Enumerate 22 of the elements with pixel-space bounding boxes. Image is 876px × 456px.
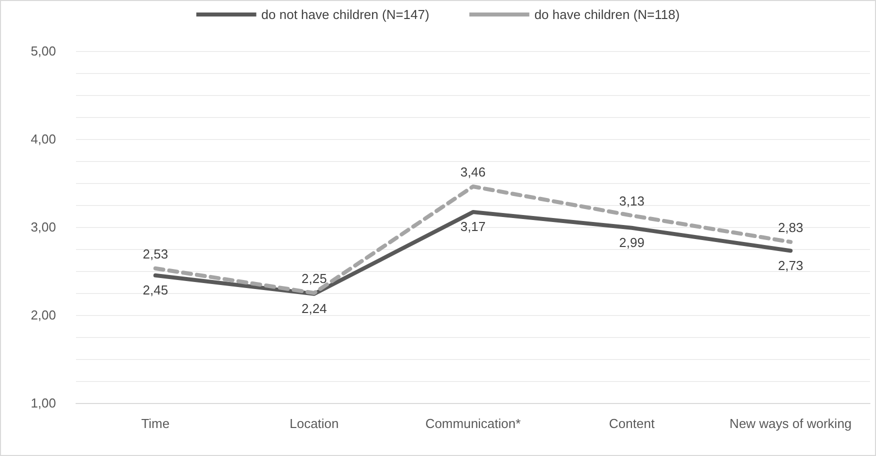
y-tick-label: 3,00 [30, 220, 56, 234]
y-tick-label: 1,00 [30, 396, 56, 410]
y-tick-label: 4,00 [30, 132, 56, 146]
data-label: 2,25 [302, 271, 327, 286]
data-label: 3,46 [460, 164, 486, 180]
legend-label: do not have children (N=147) [261, 7, 430, 22]
y-tick-label: 2,00 [30, 308, 56, 322]
x-tick-label: Location [290, 416, 339, 431]
data-label: 2,83 [778, 220, 804, 235]
data-label: 3,17 [460, 219, 486, 234]
data-label: 2,24 [302, 300, 327, 316]
legend-label: do have children (N=118) [534, 7, 680, 22]
x-tick-label: Content [609, 416, 655, 431]
data-label: 2,73 [778, 258, 804, 273]
x-tick-label: New ways of working [730, 416, 852, 431]
data-label: 3,13 [619, 194, 644, 209]
x-tick-label: Time [141, 416, 170, 431]
y-tick-label: 5,00 [30, 44, 56, 58]
data-label: 2,45 [142, 282, 168, 298]
x-tick-label: Communication* [425, 416, 521, 431]
data-label: 2,53 [142, 246, 168, 262]
data-label: 2,99 [619, 234, 644, 250]
